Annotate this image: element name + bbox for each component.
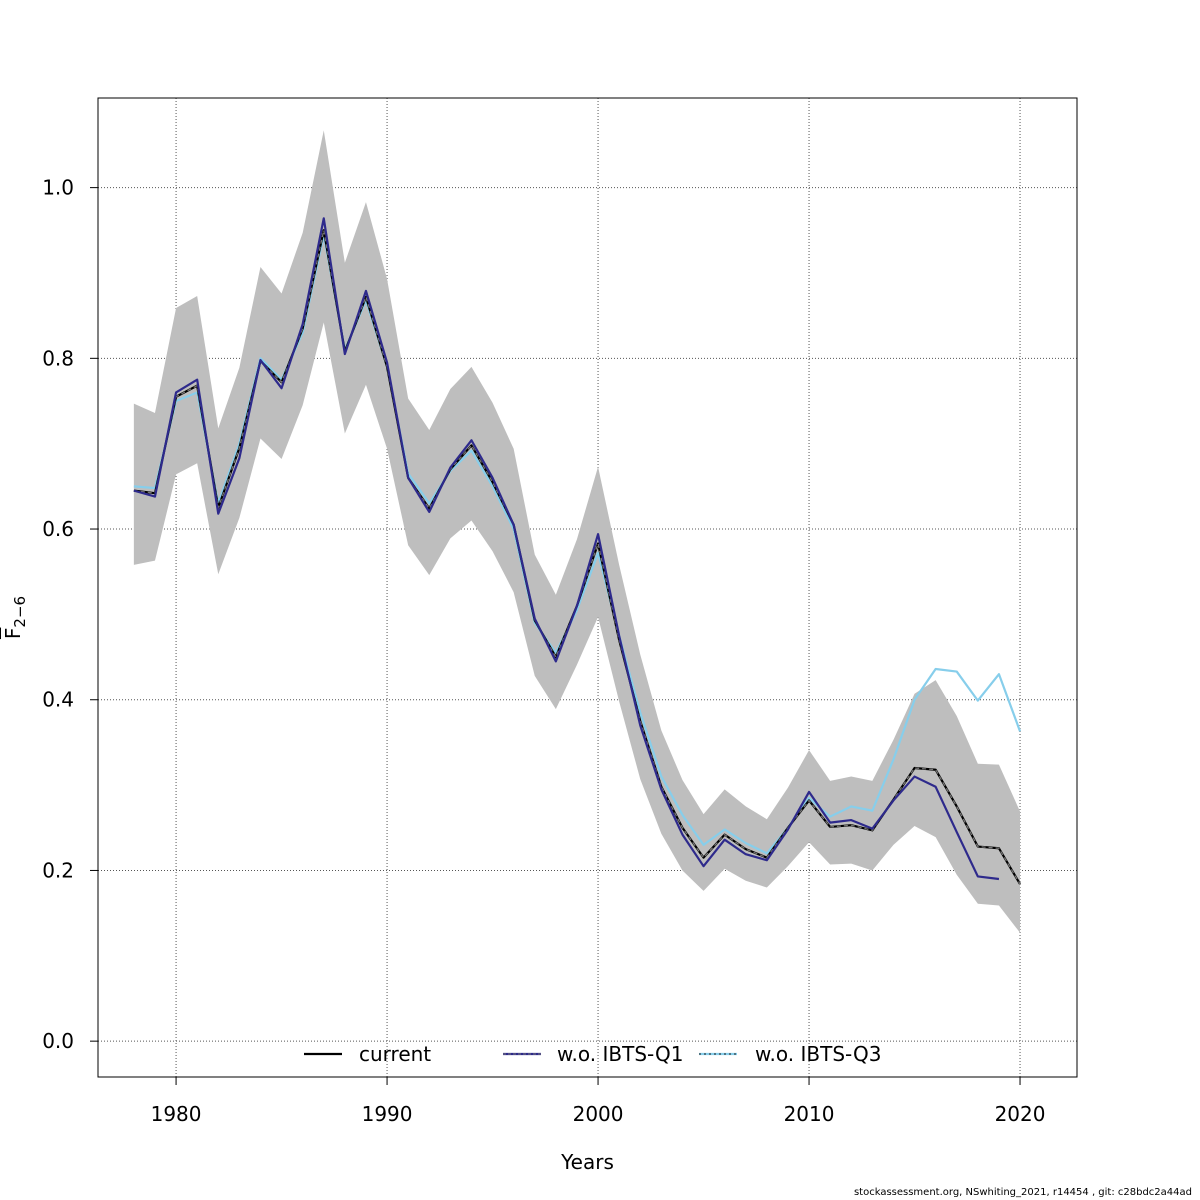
x-tick-label: 1980	[151, 1102, 202, 1126]
series-line-wo-ibts-q1	[133, 217, 1000, 881]
x-axis: 1980 1990 2000 2010 2020	[151, 1077, 1046, 1126]
y-axis-title: F2−6	[1, 596, 29, 639]
y-tick-label: 0.6	[42, 517, 74, 541]
y-axis-title-main: F	[1, 628, 25, 640]
x-tick-label: 2020	[995, 1102, 1046, 1126]
x-tick-label: 1990	[362, 1102, 413, 1126]
plot-frame	[97, 97, 1078, 1078]
x-tick-label: 2010	[784, 1102, 835, 1126]
y-tick-label: 0.2	[42, 858, 74, 882]
y-axis-title-subscript: 2−6	[11, 596, 29, 628]
legend-label: current	[359, 1042, 431, 1066]
y-tick-label: 0.0	[42, 1029, 74, 1053]
series-layer	[133, 217, 1022, 885]
x-tick-label: 2000	[573, 1102, 624, 1126]
y-axis: 0.0 0.2 0.4 0.6 0.8 1.0	[42, 176, 98, 1053]
y-tick-label: 0.8	[42, 346, 74, 370]
legend-label: w.o. IBTS-Q3	[755, 1042, 881, 1066]
y-tick-label: 1.0	[42, 176, 74, 200]
svg-text:F2−6: F2−6	[1, 596, 29, 639]
legend: current w.o. IBTS-Q1 w.o. IBTS-Q3	[304, 1042, 881, 1066]
legend-label: w.o. IBTS-Q1	[557, 1042, 683, 1066]
footer-credit: stockassessment.org, NSwhiting_2021, r14…	[853, 1187, 1192, 1198]
y-tick-label: 0.4	[42, 688, 74, 712]
confidence-band	[133, 130, 1021, 933]
confidence-band-layer	[133, 130, 1021, 933]
x-axis-title: Years	[560, 1150, 614, 1174]
